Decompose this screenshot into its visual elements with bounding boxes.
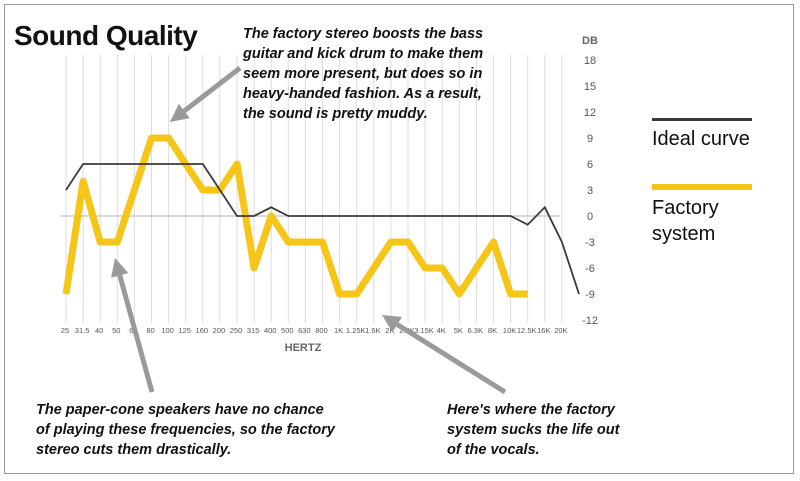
x-tick-label: 12.5K bbox=[517, 326, 537, 335]
x-tick-label: 250 bbox=[230, 326, 243, 335]
series-lines bbox=[62, 134, 580, 298]
series-line-0 bbox=[65, 163, 580, 295]
x-tick-label: 315 bbox=[247, 326, 260, 335]
x-tick-label: 1K bbox=[334, 326, 343, 335]
x-tick-label: 80 bbox=[146, 326, 154, 335]
x-tick-label: 1.25K bbox=[346, 326, 366, 335]
x-tick-label: 200 bbox=[213, 326, 226, 335]
x-tick-label: 31.5 bbox=[75, 326, 90, 335]
annotation-vocals: Here's where the factory system sucks th… bbox=[447, 402, 620, 458]
x-tick-label: 4K bbox=[437, 326, 446, 335]
x-tick-label: 40 bbox=[95, 326, 103, 335]
x-tick-label: 400 bbox=[264, 326, 277, 335]
arrow-low-cut bbox=[111, 258, 155, 393]
x-tick-label: 10K bbox=[503, 326, 516, 335]
x-tick-label: 100 bbox=[161, 326, 174, 335]
y-tick-label: 15 bbox=[584, 81, 596, 93]
grid bbox=[60, 55, 563, 323]
y-tick-labels: 18 15 12 9 6 3 0 -3 -6 -9 -12 bbox=[582, 55, 598, 327]
x-tick-label: 800 bbox=[315, 326, 328, 335]
legend-label-factory: Factory system bbox=[652, 197, 719, 245]
annotation-arrows bbox=[111, 66, 507, 395]
chart-frame bbox=[4, 4, 794, 474]
x-tick-label: 500 bbox=[281, 326, 294, 335]
x-axis-label: HERTZ bbox=[285, 342, 322, 354]
y-tick-label: -6 bbox=[585, 263, 595, 275]
x-tick-label: 16K bbox=[537, 326, 550, 335]
arrow-bass-boost bbox=[170, 66, 242, 122]
x-tick-label: 2K bbox=[385, 326, 394, 335]
chart-title: Sound Quality bbox=[14, 20, 198, 51]
y-axis-label: DB bbox=[582, 35, 598, 47]
arrow-vocals bbox=[382, 315, 507, 395]
x-tick-label: 25 bbox=[61, 326, 69, 335]
y-tick-label: 18 bbox=[584, 55, 596, 67]
y-tick-label: 12 bbox=[584, 107, 596, 119]
y-tick-label: 9 bbox=[587, 133, 593, 145]
x-tick-label: 125 bbox=[178, 326, 191, 335]
x-tick-label: 6.3K bbox=[468, 326, 483, 335]
x-tick-label: 1.6K bbox=[365, 326, 380, 335]
x-tick-label: 160 bbox=[196, 326, 209, 335]
x-tick-label: 5K bbox=[454, 326, 463, 335]
legend-swatch-ideal bbox=[652, 118, 752, 121]
series-line-1 bbox=[62, 134, 528, 298]
y-tick-label: 0 bbox=[587, 211, 593, 223]
legend-label-ideal: Ideal curve bbox=[652, 128, 750, 150]
x-tick-label: 630 bbox=[298, 326, 311, 335]
y-tick-label: -9 bbox=[585, 289, 595, 301]
annotation-bass-boost: The factory stereo boosts the bass guita… bbox=[243, 26, 484, 122]
y-tick-label: 6 bbox=[587, 159, 593, 171]
y-tick-label: -12 bbox=[582, 315, 598, 327]
x-tick-label: 50 bbox=[112, 326, 120, 335]
x-tick-label: 20K bbox=[554, 326, 567, 335]
x-tick-label: 8K bbox=[488, 326, 497, 335]
annotation-low-cut: The paper-cone speakers have no chance o… bbox=[36, 402, 335, 458]
legend-swatch-factory bbox=[652, 184, 752, 190]
y-tick-label: -3 bbox=[585, 237, 595, 249]
y-tick-label: 3 bbox=[587, 185, 593, 197]
x-tick-label: 3.15K bbox=[414, 326, 434, 335]
